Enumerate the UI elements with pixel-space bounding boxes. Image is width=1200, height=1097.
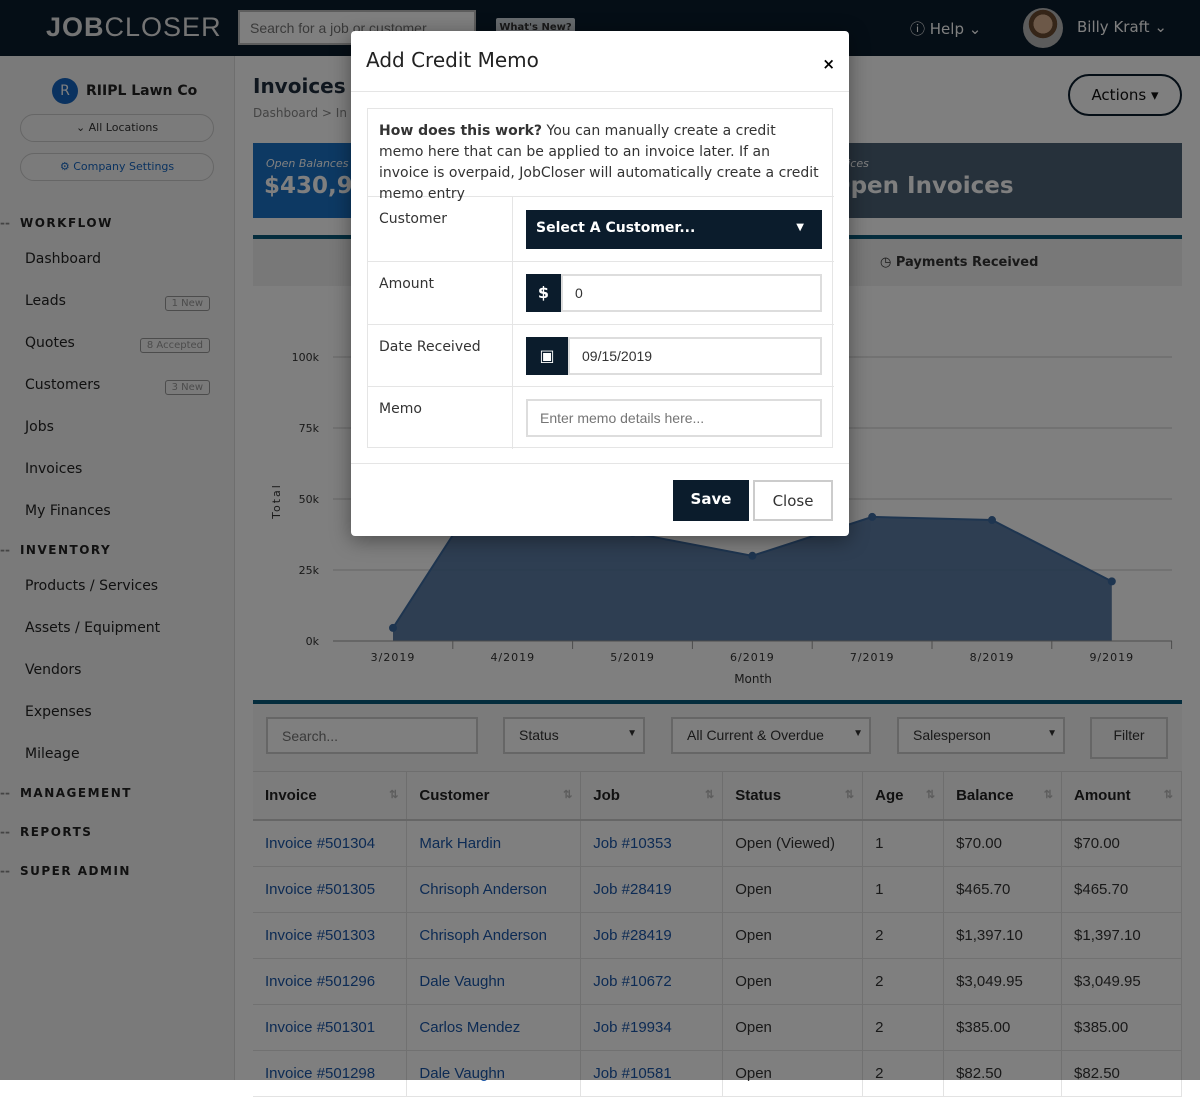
divider <box>351 91 849 92</box>
modal-title: Add Credit Memo <box>366 48 539 72</box>
credit-memo-form: How does this work? You can manually cre… <box>367 108 834 449</box>
customer-row: Customer Select A Customer... ▼ <box>368 197 834 262</box>
help-text: How does this work? You can manually cre… <box>368 109 834 202</box>
customer-select[interactable]: Select A Customer... ▼ <box>526 210 822 249</box>
date-input[interactable] <box>568 337 822 375</box>
caret-down-icon: ▼ <box>796 222 804 233</box>
memo-input[interactable] <box>526 399 822 437</box>
add-credit-memo-modal: Add Credit Memo × How does this work? Yo… <box>351 31 849 536</box>
dollar-icon: $ <box>526 274 561 312</box>
customer-label: Customer <box>368 197 513 261</box>
date-label: Date Received <box>368 325 513 386</box>
close-button[interactable]: Close <box>753 480 833 521</box>
close-icon[interactable]: × <box>822 55 835 73</box>
memo-row: Memo <box>368 387 834 449</box>
save-button[interactable]: Save <box>673 480 749 521</box>
divider <box>351 463 849 464</box>
amount-label: Amount <box>368 262 513 324</box>
calendar-icon[interactable]: ▣ <box>526 337 568 375</box>
amount-row: Amount $ <box>368 262 834 325</box>
date-row: Date Received ▣ <box>368 325 834 387</box>
memo-label: Memo <box>368 387 513 449</box>
amount-input[interactable] <box>561 274 822 312</box>
